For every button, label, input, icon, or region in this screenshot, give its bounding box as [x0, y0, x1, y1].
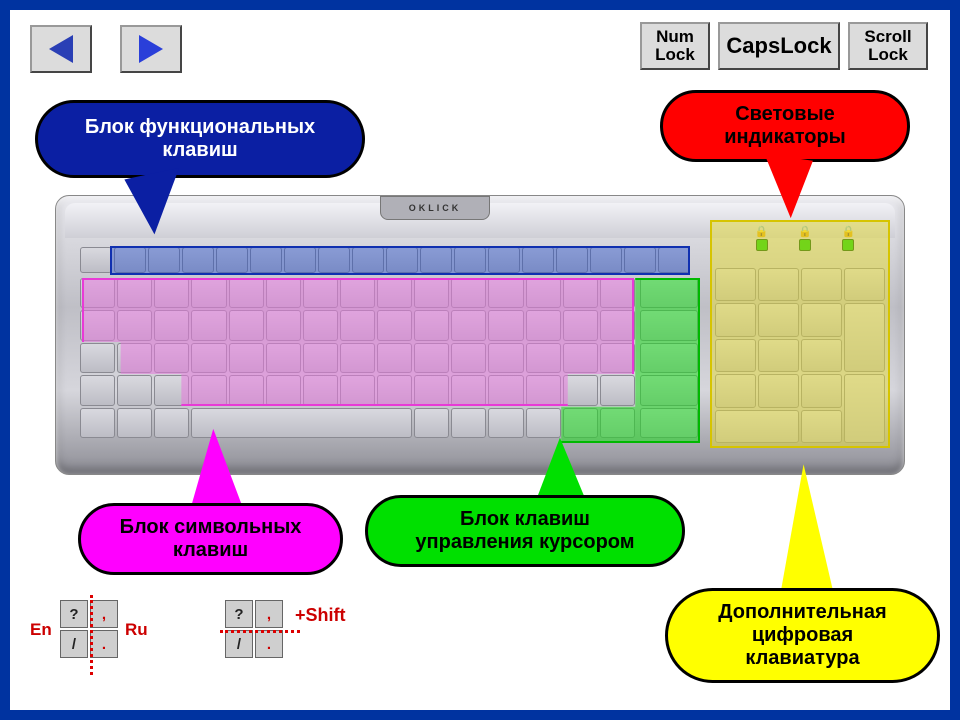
divider-vertical: [90, 595, 93, 675]
callout-function: Блок функциональных клавиш: [35, 100, 365, 178]
next-button[interactable]: [120, 25, 182, 73]
numlock-button[interactable]: Num Lock: [640, 22, 710, 70]
callout-numpad-tail: [781, 463, 844, 596]
label-ru: Ru: [125, 620, 148, 640]
prev-button[interactable]: [30, 25, 92, 73]
scrolllock-button[interactable]: Scroll Lock: [848, 22, 928, 70]
key-sample-enru: ? , / .: [60, 600, 118, 658]
callout-leds: Световые индикаторы: [660, 90, 910, 162]
arrow-left-icon: [49, 35, 73, 63]
callout-cursor: Блок клавиш управления курсором: [365, 495, 685, 567]
callout-leds-tail: [756, 154, 813, 220]
arrow-right-icon: [139, 35, 163, 63]
callout-numpad: Дополнительная цифровая клавиатура: [665, 588, 940, 683]
capslock-button[interactable]: CapsLock: [718, 22, 840, 70]
label-en: En: [30, 620, 52, 640]
region-function: [110, 246, 690, 275]
callout-function-tail: [124, 168, 191, 238]
region-numpad: [710, 220, 890, 448]
callout-symbols-tail: [191, 427, 253, 512]
callout-symbols: Блок символьных клавиш: [78, 503, 343, 575]
key-sample-shift: ? , / .: [225, 600, 283, 658]
label-shift: +Shift: [295, 605, 346, 626]
divider-horizontal: [220, 630, 300, 633]
keyboard-brand: OKLICK: [380, 196, 490, 220]
